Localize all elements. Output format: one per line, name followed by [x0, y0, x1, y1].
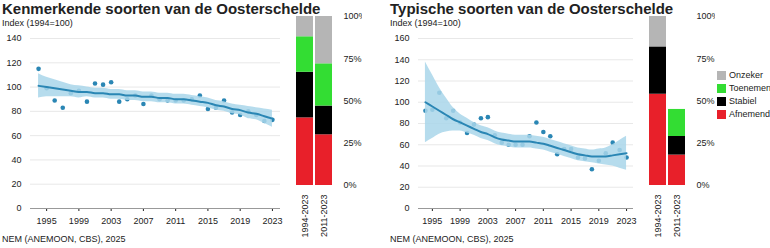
svg-text:2007: 2007	[133, 216, 153, 226]
svg-text:40: 40	[399, 161, 409, 171]
svg-text:2015: 2015	[561, 216, 581, 226]
svg-text:50%: 50%	[344, 96, 362, 106]
html-text:NEM (ANEMOON, CBS), 2025: NEM (ANEMOON, CBS), 2025	[390, 234, 514, 244]
svg-text:100: 100	[394, 97, 409, 107]
svg-text:2003: 2003	[478, 216, 498, 226]
svg-text:100: 100	[6, 82, 21, 92]
svg-text:25%: 25%	[344, 138, 362, 148]
svg-text:2011-2023: 2011-2023	[672, 195, 682, 237]
svg-text:2019: 2019	[589, 216, 609, 226]
svg-text:160: 160	[394, 33, 409, 43]
svg-text:140: 140	[394, 55, 409, 65]
svg-text:50%: 50%	[697, 96, 715, 106]
svg-text:1995: 1995	[37, 216, 57, 226]
svg-text:60: 60	[11, 131, 21, 141]
svg-text:1995: 1995	[422, 216, 442, 226]
svg-text:1994-2023: 1994-2023	[300, 195, 310, 238]
html-text:NEM (ANEMOON, CBS), 2025: NEM (ANEMOON, CBS), 2025	[2, 234, 126, 244]
html-text:Kenmerkende soorten van de Oos: Kenmerkende soorten van de Oosterschelde	[2, 0, 321, 17]
svg-text:2003: 2003	[101, 216, 121, 226]
svg-text:2015: 2015	[198, 216, 218, 226]
svg-text:75%: 75%	[697, 54, 715, 64]
svg-text:20: 20	[399, 182, 409, 192]
svg-text:80: 80	[399, 118, 409, 128]
svg-text:25%: 25%	[697, 138, 715, 148]
html-text:Index (1994=100): Index (1994=100)	[390, 18, 461, 28]
svg-text:100%: 100%	[697, 11, 716, 21]
html-text:Onzeker: Onzeker	[729, 70, 763, 80]
svg-text:120: 120	[394, 76, 409, 86]
html-text:Typische soorten van de Ooster: Typische soorten van de Oosterschelde	[390, 0, 674, 17]
svg-text:2011: 2011	[166, 216, 185, 226]
svg-text:0: 0	[16, 203, 21, 213]
svg-text:60: 60	[399, 140, 409, 150]
svg-text:2011-2023: 2011-2023	[319, 195, 329, 237]
html-text:Stabiel: Stabiel	[729, 96, 757, 106]
svg-text:0%: 0%	[697, 180, 710, 190]
html-text:Afnemend: Afnemend	[729, 109, 770, 119]
svg-text:2011: 2011	[534, 216, 553, 226]
svg-text:120: 120	[6, 58, 21, 68]
svg-text:2007: 2007	[506, 216, 526, 226]
svg-text:2023: 2023	[617, 216, 637, 226]
svg-text:2023: 2023	[262, 216, 282, 226]
svg-text:1994-2023: 1994-2023	[653, 195, 663, 238]
svg-text:140: 140	[6, 33, 21, 43]
svg-text:80: 80	[11, 106, 21, 116]
svg-text:1999: 1999	[450, 216, 470, 226]
svg-text:100%: 100%	[344, 11, 363, 21]
svg-text:0%: 0%	[344, 180, 357, 190]
svg-text:20: 20	[11, 179, 21, 189]
svg-text:1999: 1999	[69, 216, 89, 226]
svg-text:40: 40	[11, 155, 21, 165]
svg-text:0: 0	[404, 203, 409, 213]
svg-text:75%: 75%	[344, 54, 362, 64]
html-text:Index (1994=100): Index (1994=100)	[2, 18, 73, 28]
svg-text:2019: 2019	[230, 216, 250, 226]
